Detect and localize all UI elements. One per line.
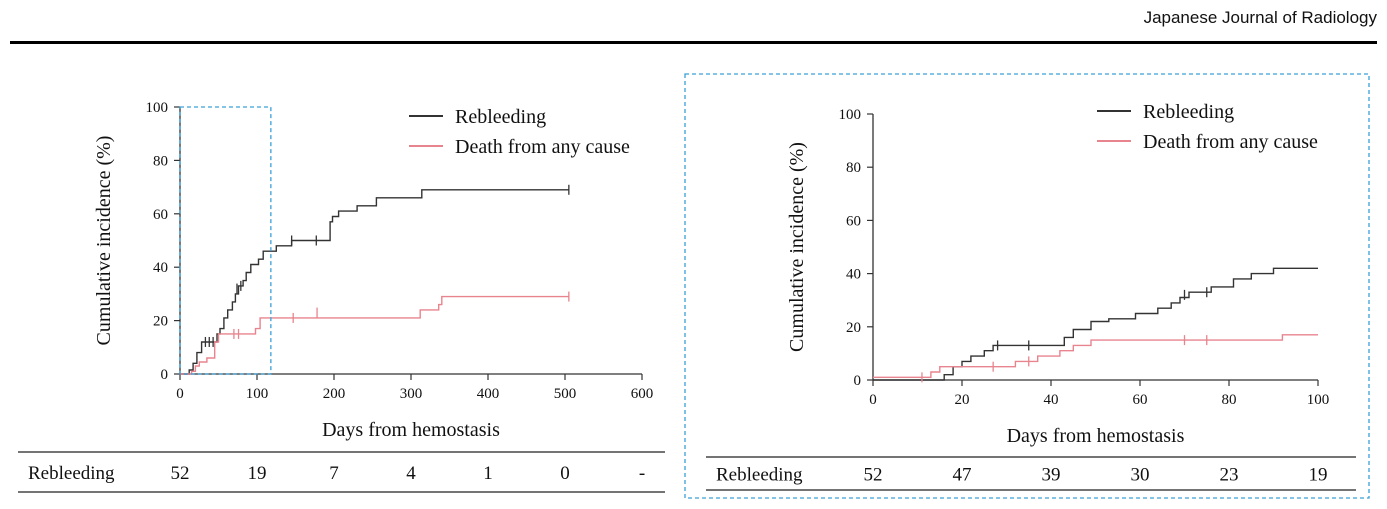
x-tick-label: 400 — [477, 386, 500, 402]
x-tick-label: 600 — [631, 386, 654, 402]
header-rule — [10, 41, 1377, 44]
zoom-region-box — [179, 106, 272, 375]
legend-label-death-from-any-cause: Death from any cause — [455, 136, 630, 158]
y-tick-label: 60 — [153, 207, 168, 223]
x-tick-label: 20 — [955, 392, 970, 408]
risk-table-value: 39 — [1042, 465, 1061, 486]
y-axis-title: Cumulative incidence (%) — [786, 142, 808, 352]
legend-label-death-from-any-cause: Death from any cause — [1143, 131, 1318, 153]
x-tick-label: 300 — [400, 386, 423, 402]
x-tick-label: 100 — [246, 386, 269, 402]
y-tick-label: 0 — [161, 367, 169, 383]
legend-label-rebleeding: Rebleeding — [1143, 101, 1234, 123]
y-tick-label: 80 — [846, 160, 861, 176]
x-tick-label: 200 — [323, 386, 346, 402]
x-tick-label: 500 — [554, 386, 577, 402]
risk-table-value: 47 — [953, 465, 972, 486]
y-tick-label: 80 — [153, 153, 168, 169]
risk-table-label: Rebleeding — [716, 465, 803, 486]
legend-label-rebleeding: Rebleeding — [455, 106, 546, 128]
risk-table-value: 19 — [248, 463, 267, 484]
series-line-death-from-any-cause — [873, 334, 1318, 378]
y-axis-title: Cumulative incidence (%) — [93, 136, 115, 346]
risk-table-value: 52 — [171, 463, 190, 484]
series-line-rebleeding — [873, 267, 1318, 381]
risk-table-value: - — [639, 463, 645, 484]
risk-table-label: Rebleeding — [28, 463, 115, 484]
x-tick-label: 0 — [869, 392, 877, 408]
journal-title: Japanese Journal of Radiology — [1143, 8, 1377, 27]
risk-table-value: 52 — [864, 465, 883, 486]
zoom-panel-frame — [684, 73, 1370, 499]
x-tick-label: 60 — [1133, 392, 1148, 408]
y-tick-label: 100 — [146, 100, 169, 116]
y-tick-label: 40 — [846, 267, 861, 283]
series-line-death-from-any-cause — [180, 295, 569, 375]
y-tick-label: 0 — [854, 373, 862, 389]
y-tick-label: 40 — [153, 260, 168, 276]
risk-table-value: 19 — [1309, 465, 1328, 486]
y-tick-label: 60 — [846, 213, 861, 229]
risk-table-value: 7 — [329, 463, 339, 484]
x-tick-label: 80 — [1222, 392, 1237, 408]
x-axis-title: Days from hemostasis — [1007, 425, 1185, 447]
x-tick-label: 0 — [176, 386, 184, 402]
risk-table-value: 30 — [1131, 465, 1150, 486]
y-tick-label: 20 — [846, 320, 861, 336]
risk-table-value: 0 — [560, 463, 570, 484]
risk-table-value: 1 — [483, 463, 493, 484]
x-tick-label: 40 — [1044, 392, 1059, 408]
risk-table-value: 4 — [406, 463, 416, 484]
y-tick-label: 100 — [839, 107, 862, 123]
x-axis-title: Days from hemostasis — [322, 419, 500, 441]
x-tick-label: 100 — [1307, 392, 1330, 408]
y-tick-label: 20 — [153, 314, 168, 330]
risk-table-value: 23 — [1220, 465, 1239, 486]
